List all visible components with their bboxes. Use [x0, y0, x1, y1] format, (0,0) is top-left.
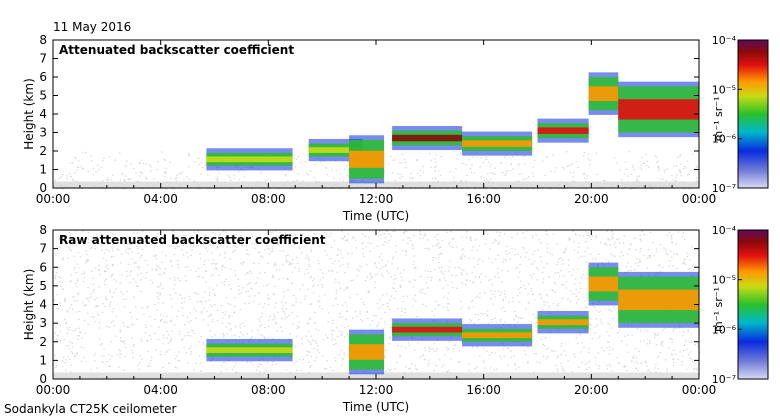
- colorbar-gradient: [737, 229, 769, 380]
- x-tick-label: 00:00: [36, 192, 71, 206]
- x-tick-label: 20:00: [574, 192, 609, 206]
- backscatter-layer-3: [392, 318, 463, 341]
- y-tick-label: 4: [39, 107, 47, 121]
- colorbar-tick-label: 10⁻⁶: [712, 323, 737, 336]
- layer-core: [537, 127, 589, 134]
- chart-panel-1: 00:00 04:00 08:00 12:00 16:00 20:00 00:00 Time …: [22, 33, 769, 223]
- colorbar-tick-label: 10⁻⁴: [712, 224, 737, 237]
- backscatter-layer-1: [206, 338, 293, 362]
- layer-core: [588, 276, 619, 292]
- y-tick-label: 6: [39, 260, 47, 274]
- chart-panel-2: 00:00 04:00 08:00 12:00 16:00 20:00 00:00 Time …: [22, 223, 769, 414]
- x-tick-label: 16:00: [466, 192, 501, 206]
- layer-core: [462, 332, 533, 339]
- y-axis: 0 1 2 3 4 5 6 7 8 Height (km): [22, 33, 699, 195]
- colorbar-tick-label: 10⁻⁴: [712, 34, 737, 47]
- layer-core: [308, 147, 363, 153]
- panel-title: Attenuated backscatter coefficient: [59, 43, 294, 57]
- x-tick-label: 08:00: [251, 383, 286, 397]
- layer-core: [462, 140, 533, 147]
- x-tick-label: 04:00: [143, 192, 178, 206]
- y-tick-label: 2: [39, 144, 47, 158]
- colorbar-unit-label: m⁻¹ sr⁻¹: [712, 287, 725, 332]
- layer-core: [537, 319, 589, 326]
- backscatter-layer-5: [537, 311, 589, 334]
- y-tick-label: 7: [39, 52, 47, 66]
- layer-core: [392, 134, 463, 142]
- y-axis-label: Height (km): [22, 78, 36, 149]
- backscatter-layer-6: [537, 118, 589, 143]
- colorbar-tick-label: 10⁻⁵: [712, 274, 736, 287]
- layer-core: [349, 150, 385, 168]
- instrument-label: Sodankyla CT25K ceilometer: [4, 402, 177, 416]
- y-tick-label: 7: [39, 242, 47, 256]
- x-axis: 00:00 04:00 08:00 12:00 16:00 20:00 00:00 Time …: [36, 40, 717, 223]
- backscatter-layer-5: [462, 131, 533, 156]
- y-tick-label: 2: [39, 335, 47, 349]
- colorbar-tick-label: 10⁻⁵: [712, 83, 736, 96]
- x-tick-label: 00:00: [682, 383, 717, 397]
- x-axis: 00:00 04:00 08:00 12:00 16:00 20:00 00:00 Time …: [36, 230, 717, 414]
- x-tick-label: 16:00: [466, 383, 501, 397]
- backscatter-layer-4: [392, 126, 463, 151]
- y-tick-label: 0: [39, 372, 47, 386]
- colorbar: 10⁻⁷ 10⁻⁶ 10⁻⁵ 10⁻⁴ m⁻¹ sr⁻¹: [712, 34, 769, 195]
- colorbar: 10⁻⁷ 10⁻⁶ 10⁻⁵ 10⁻⁴ m⁻¹ sr⁻¹: [712, 224, 769, 386]
- layer-core: [206, 347, 293, 353]
- backscatter-layer-2: [349, 329, 385, 375]
- layer-core: [618, 99, 699, 120]
- panel-title: Raw attenuated backscatter coefficient: [59, 233, 326, 247]
- x-tick-label: 12:00: [359, 192, 394, 206]
- x-tick-label: 08:00: [251, 192, 286, 206]
- backscatter-layer-4: [462, 324, 533, 347]
- x-tick-label: 20:00: [574, 383, 609, 397]
- y-tick-label: 1: [39, 353, 47, 367]
- colorbar-unit-label: m⁻¹ sr⁻¹: [712, 97, 725, 142]
- y-tick-label: 0: [39, 181, 47, 195]
- y-tick-label: 3: [39, 126, 47, 140]
- x-tick-label: 00:00: [36, 383, 71, 397]
- backscatter-layer-1: [206, 148, 293, 171]
- y-axis: 0 1 2 3 4 5 6 7 8 Height (km): [22, 223, 699, 386]
- y-tick-label: 5: [39, 279, 47, 293]
- backscatter-layer-6: [588, 262, 619, 306]
- x-tick-label: 04:00: [143, 383, 178, 397]
- y-tick-label: 6: [39, 70, 47, 84]
- y-tick-label: 8: [39, 33, 47, 47]
- x-tick-label: 12:00: [359, 383, 394, 397]
- x-tick-label: 00:00: [682, 192, 717, 206]
- date-label: 11 May 2016: [53, 20, 132, 34]
- colorbar-tick-label: 10⁻⁷: [712, 182, 736, 195]
- backscatter-layer-7: [588, 72, 619, 115]
- x-axis-label: Time (UTC): [342, 400, 409, 414]
- layer-core: [588, 86, 619, 101]
- y-tick-label: 5: [39, 89, 47, 103]
- x-axis-label: Time (UTC): [342, 209, 409, 223]
- backscatter-layer-3: [349, 135, 385, 184]
- layer-core: [349, 344, 385, 360]
- layer-core: [206, 156, 293, 163]
- y-tick-label: 3: [39, 316, 47, 330]
- layer-core: [618, 289, 699, 311]
- layer-core: [392, 326, 463, 333]
- colorbar-tick-label: 10⁻⁷: [712, 373, 736, 386]
- colorbar-gradient: [737, 39, 769, 189]
- y-axis-label: Height (km): [22, 269, 36, 340]
- y-tick-label: 8: [39, 223, 47, 237]
- y-tick-label: 1: [39, 163, 47, 177]
- backscatter-layer-7: [618, 271, 699, 328]
- backscatter-layer-8: [618, 81, 699, 138]
- colorbar-tick-label: 10⁻⁶: [712, 133, 737, 146]
- y-tick-label: 4: [39, 298, 47, 312]
